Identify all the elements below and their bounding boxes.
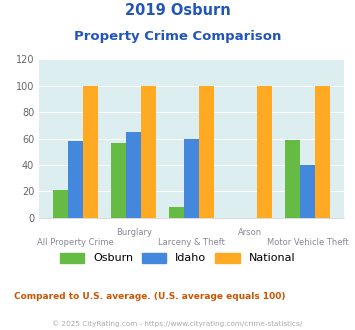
Bar [111,143,126,218]
Text: Burglary: Burglary [116,228,152,237]
Text: All Property Crime: All Property Crime [37,238,114,247]
Bar [199,86,214,218]
Bar [53,190,68,218]
Bar [257,86,272,218]
Bar [184,139,199,218]
Bar [141,86,156,218]
Text: Motor Vehicle Theft: Motor Vehicle Theft [267,238,349,247]
Bar [83,86,98,218]
Bar [169,207,184,218]
Legend: Osburn, Idaho, National: Osburn, Idaho, National [56,249,299,267]
Text: Larceny & Theft: Larceny & Theft [158,238,225,247]
Bar [300,165,315,218]
Text: Property Crime Comparison: Property Crime Comparison [74,30,281,43]
Text: Compared to U.S. average. (U.S. average equals 100): Compared to U.S. average. (U.S. average … [14,292,286,301]
Bar [126,132,141,218]
Text: © 2025 CityRating.com - https://www.cityrating.com/crime-statistics/: © 2025 CityRating.com - https://www.city… [53,320,302,327]
Bar [285,140,300,218]
Bar [315,86,331,218]
Text: Arson: Arson [238,228,262,237]
Bar [68,141,83,218]
Text: 2019 Osburn: 2019 Osburn [125,3,230,18]
